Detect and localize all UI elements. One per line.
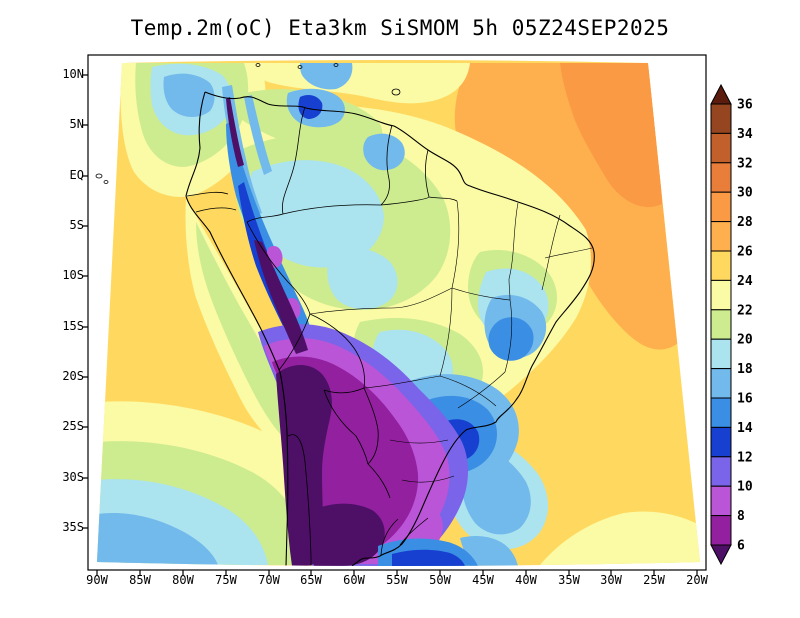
colorbar-label: 22 <box>737 303 753 318</box>
colorbar-under-arrow <box>710 544 732 566</box>
colorbar-label: 36 <box>737 98 753 113</box>
colorbar-segment <box>710 515 732 546</box>
temperature-field <box>97 60 700 566</box>
colorbar-label: 28 <box>737 215 753 230</box>
y-axis-label: 15S <box>62 319 84 333</box>
x-axis-label: 70W <box>258 573 280 587</box>
region-12-14C <box>238 95 480 462</box>
x-axis-label: 50W <box>429 573 451 587</box>
colorbar-label: 18 <box>737 362 753 377</box>
colorbar-label: 6 <box>737 539 745 554</box>
colorbar-segment <box>710 485 732 517</box>
x-axis-label: 20W <box>686 573 708 587</box>
colorbar-segment <box>710 309 732 340</box>
coastline <box>185 91 595 566</box>
x-axis-label: 45W <box>472 573 494 587</box>
colorbar-segment <box>710 368 732 399</box>
y-axis-label: 25S <box>62 419 84 433</box>
colorbar-segment <box>710 221 732 252</box>
colorbar-segment <box>710 456 732 487</box>
colorbar-segment <box>710 191 732 223</box>
colorbar-segment <box>710 103 732 134</box>
y-axis-label: 10S <box>62 268 84 282</box>
island-specks <box>95 173 109 184</box>
x-axis-label: 40W <box>515 573 537 587</box>
x-axis-label: 85W <box>129 573 151 587</box>
y-axis-label: 5N <box>69 117 84 131</box>
x-axis-label: 25W <box>643 573 665 587</box>
region-22-24C <box>97 63 700 565</box>
plot-title: Temp.2m(oC) Eta3km SiSMOM 5h 05Z24SEP202… <box>130 16 670 40</box>
region-12-14C-south-ocean <box>392 549 465 566</box>
x-axis-label: 35W <box>558 573 580 587</box>
y-axis-label: EQ <box>69 168 84 182</box>
region-14-16C <box>226 122 534 474</box>
x-axis-label: 60W <box>343 573 365 587</box>
x-axis-label: 90W <box>86 573 108 587</box>
region-16-18C-south-ocean <box>460 536 518 566</box>
country-borders <box>186 106 458 566</box>
colorbar-label: 32 <box>737 156 753 171</box>
colorbar-segment <box>710 250 732 281</box>
colorbar-segment <box>710 162 732 193</box>
colorbar-label: 26 <box>737 245 753 260</box>
colorbar-label: 34 <box>737 127 753 142</box>
x-axis-label: 55W <box>386 573 408 587</box>
colorbar-label: 30 <box>737 186 753 201</box>
colorbar-segment <box>710 279 732 311</box>
colorbar-over-arrow <box>710 83 732 105</box>
colorbar-label: 10 <box>737 480 753 495</box>
x-axis-label: 80W <box>172 573 194 587</box>
colorbar-segment <box>710 426 732 458</box>
colorbar-label: 12 <box>737 450 753 465</box>
colorbar-label: 16 <box>737 392 753 407</box>
y-axis-label: 10N <box>62 67 84 81</box>
colorbar-label: 14 <box>737 421 753 436</box>
region-below-6C <box>226 97 385 566</box>
axis-ticks <box>82 74 698 576</box>
colorbar-segment <box>710 132 732 164</box>
colorbar-label: 20 <box>737 333 753 348</box>
region-28-30C-atlantic-core <box>560 63 662 208</box>
colorbar: 36 34 32 30 28 26 24 22 20 18 16 14 12 1… <box>710 83 753 566</box>
y-axis-label: 35S <box>62 520 84 534</box>
colorbar-label: 8 <box>737 509 745 524</box>
x-axis-label: 75W <box>215 573 237 587</box>
y-axis-label: 30S <box>62 470 84 484</box>
state-borders <box>309 200 593 483</box>
y-axis-label: 20S <box>62 369 84 383</box>
x-axis-label: 30W <box>600 573 622 587</box>
colorbar-segment <box>710 397 732 428</box>
colorbar-label: 24 <box>737 274 753 289</box>
islands <box>255 63 401 96</box>
colorbar-segment <box>710 338 732 370</box>
y-axis-label: 5S <box>69 218 84 232</box>
x-axis-label: 65W <box>300 573 322 587</box>
